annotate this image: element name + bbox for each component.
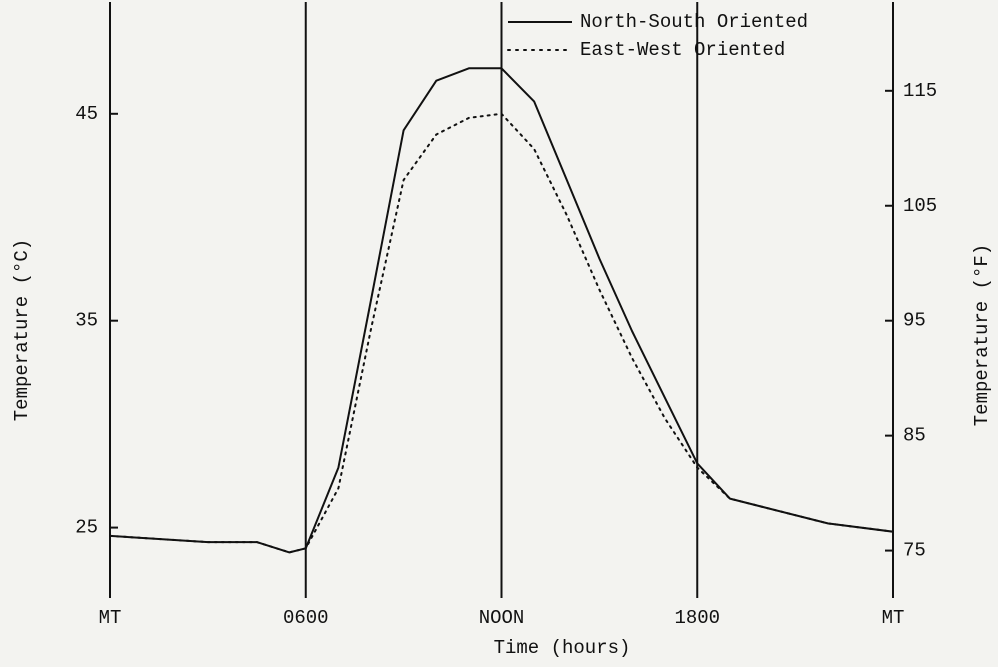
- y-axis-label: Temperature (°C): [11, 239, 33, 421]
- y-tick-label: 25: [75, 517, 98, 539]
- series-line: [109, 112, 894, 554]
- x-tick-label: NOON: [479, 607, 525, 629]
- y2-tick-label: 105: [903, 195, 937, 217]
- x-axis-label: Time (hours): [494, 637, 631, 659]
- x-tick-label: 0600: [283, 607, 329, 629]
- y2-tick-label: 75: [903, 540, 926, 562]
- x-tick-label: 1800: [674, 607, 720, 629]
- legend-label: East-West Oriented: [580, 39, 785, 61]
- y2-tick-label: 115: [903, 80, 937, 102]
- legend-label: North-South Oriented: [580, 11, 808, 33]
- x-tick-label: MT: [99, 607, 122, 629]
- y2-tick-label: 95: [903, 310, 926, 332]
- y2-tick-label: 85: [903, 425, 926, 447]
- y-tick-label: 45: [75, 103, 98, 125]
- y-tick-label: 35: [75, 310, 98, 332]
- y2-axis-label: Temperature (°F): [971, 244, 993, 426]
- series-line: [109, 67, 894, 554]
- x-tick-label: MT: [882, 607, 905, 629]
